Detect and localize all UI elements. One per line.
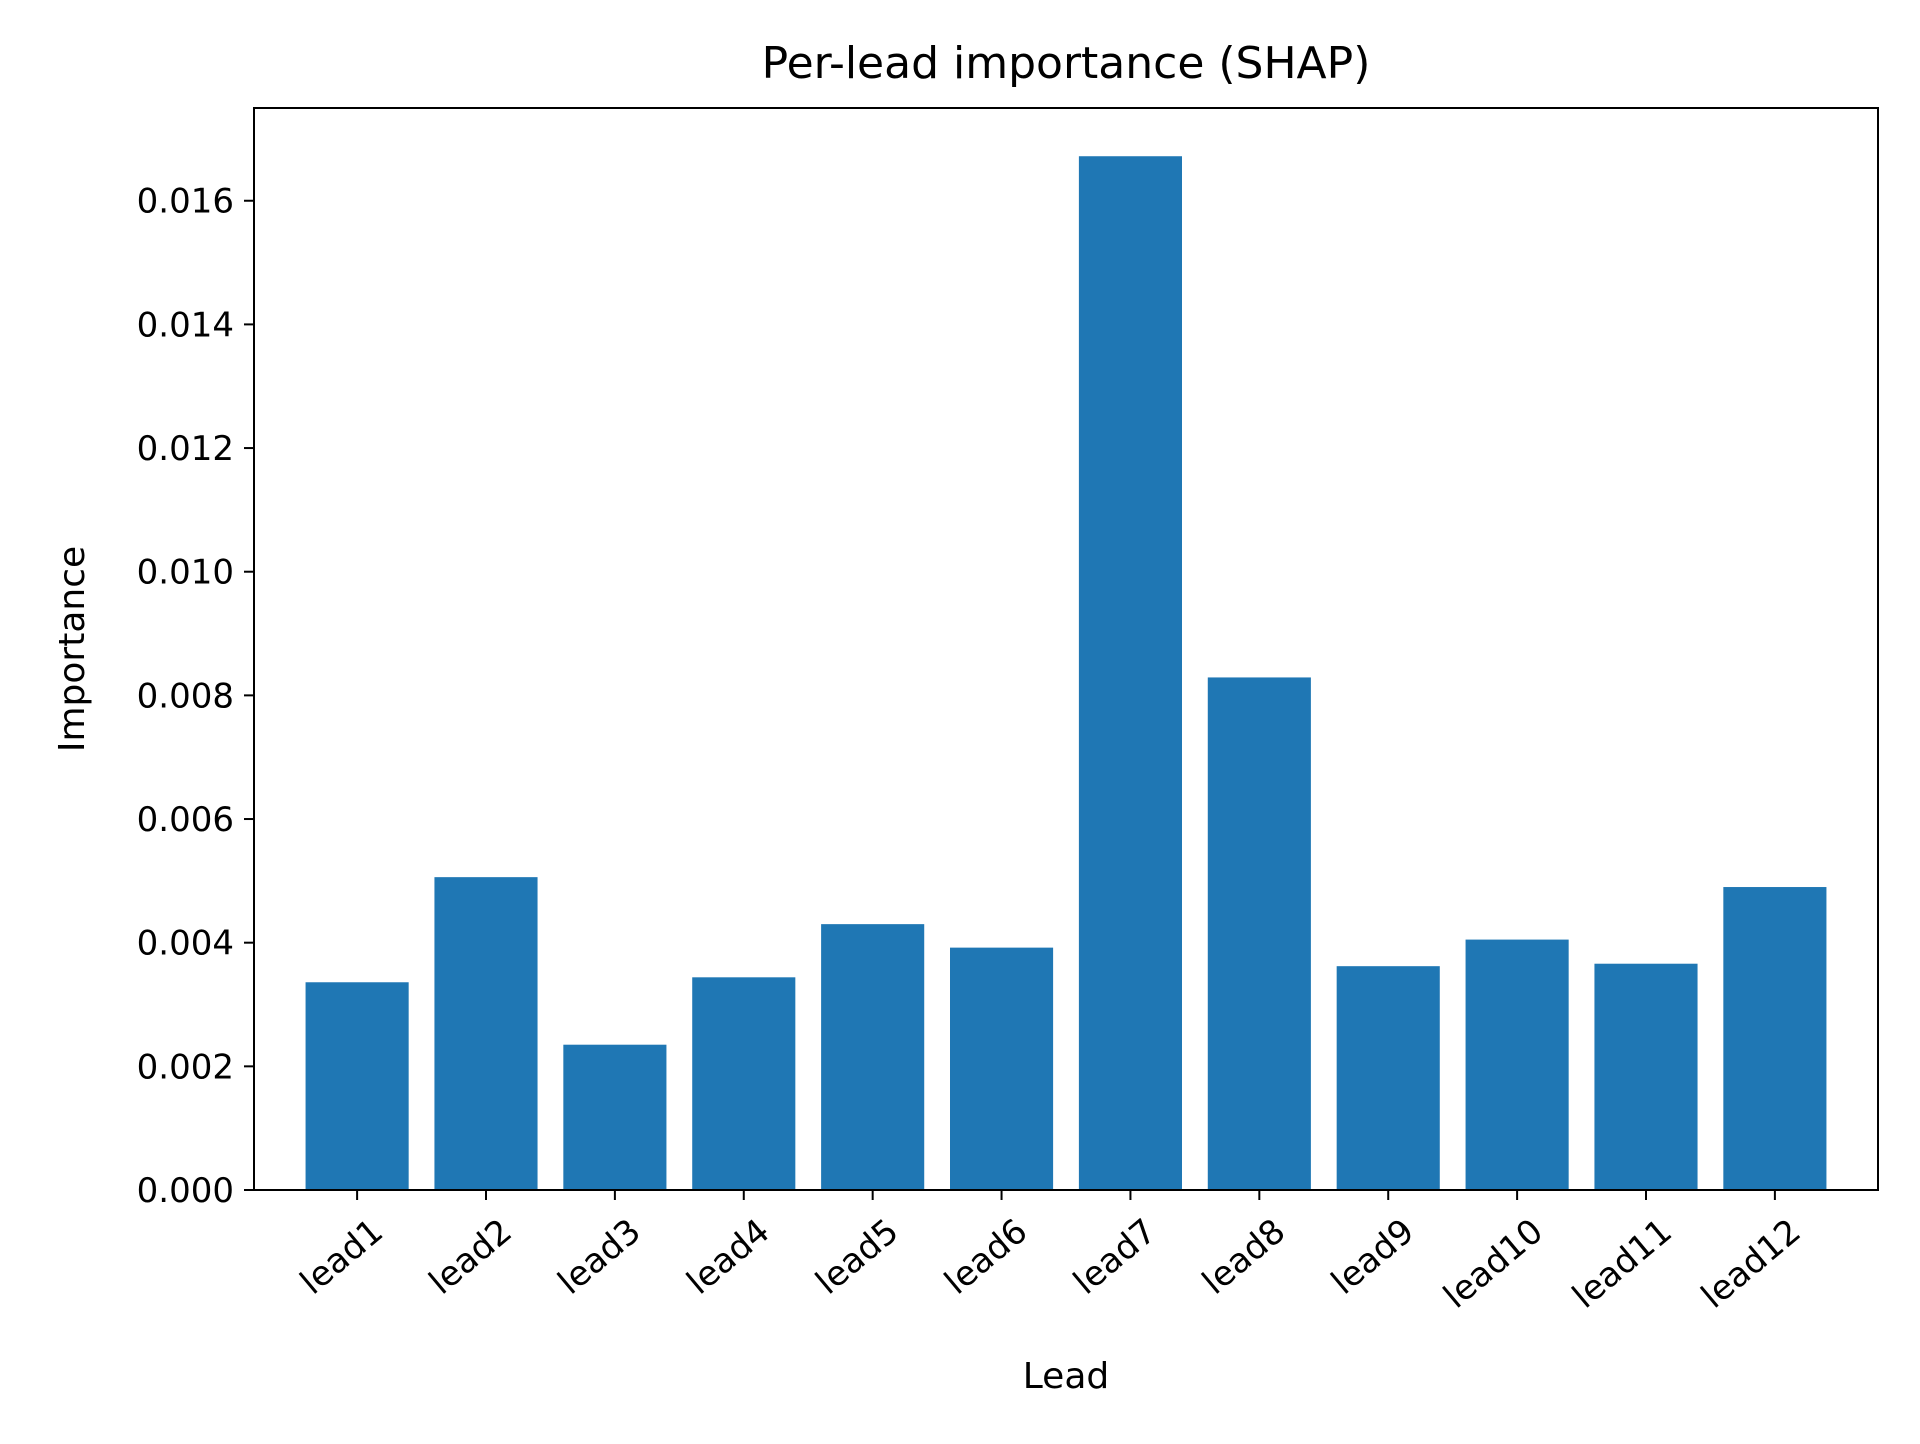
x-axis-label: Lead [1023,1356,1109,1397]
y-tick-label: 0.004 [137,924,234,964]
y-tick-label: 0.006 [137,800,234,840]
x-tick-label-lead3: lead3 [551,1211,649,1302]
x-tick-label-lead1: lead1 [293,1211,391,1302]
bar-lead5 [821,924,925,1190]
bar-lead7 [1078,156,1182,1191]
x-tick-label-lead7: lead7 [1066,1211,1164,1302]
bar-lead6 [950,947,1054,1190]
y-axis: 0.000 0.002 0.004 0.006 0.008 0.010 0.012 0.014… [137,182,254,1211]
x-tick-label-lead6: lead6 [937,1211,1035,1302]
x-tick-label-lead9: lead9 [1324,1211,1422,1302]
bar-lead8 [1207,677,1311,1190]
y-tick-label: 0.014 [137,305,234,345]
y-tick-label: 0.008 [137,676,234,716]
y-tick-label: 0.016 [137,182,234,222]
x-tick-label-lead4: lead4 [679,1211,777,1302]
bar-lead2 [434,877,538,1190]
x-tick-label-lead10: lead10 [1436,1211,1551,1316]
bar-lead1 [305,982,409,1190]
x-tick-label-lead5: lead5 [808,1211,906,1302]
x-axis: lead1 lead2 lead3 lead4 lead5 lead6 lead7 lead8… [293,1190,1809,1316]
y-tick-label: 0.000 [137,1171,234,1211]
chart-title: Per-lead importance (SHAP) [762,38,1371,89]
bar-lead12 [1723,887,1827,1190]
x-tick-label-lead12: lead12 [1694,1211,1809,1316]
bar-lead3 [563,1044,667,1190]
y-tick-label: 0.010 [137,553,234,593]
bars-group [305,156,1827,1191]
y-tick-label: 0.012 [137,429,234,469]
x-tick-label-lead8: lead8 [1195,1211,1293,1302]
bar-lead4 [692,977,796,1190]
y-axis-label: Importance [52,546,93,752]
x-tick-label-lead11: lead11 [1565,1211,1680,1316]
bar-lead9 [1336,966,1440,1190]
plot-frame [253,107,1879,1191]
y-tick-label: 0.002 [137,1047,234,1087]
x-tick-label-lead2: lead2 [422,1211,520,1302]
bar-lead10 [1465,939,1569,1190]
bar-lead11 [1594,963,1698,1190]
